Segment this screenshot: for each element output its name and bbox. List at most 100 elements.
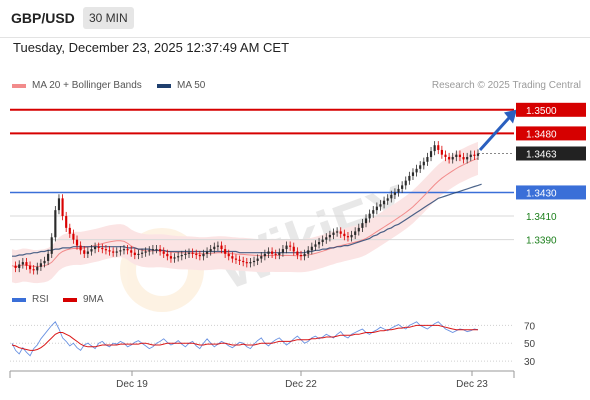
candle-body [336,231,339,233]
candle-body [448,157,451,160]
candle-body [108,250,111,252]
candle-body [364,218,368,224]
candle-body [61,198,64,217]
candle-body [191,252,194,254]
candle-body [36,266,39,271]
candle-body [433,145,436,152]
candle-body [133,252,136,256]
candle-body [238,259,241,261]
price-levels [10,108,514,241]
candle-body [169,256,173,259]
ma20-legend-label: MA 20 + Bollinger Bands [32,80,142,91]
candle-body [75,239,79,246]
candle-body [289,245,292,247]
candle-body [50,237,53,254]
candle-body [339,231,342,234]
candle-body [18,264,21,268]
candle-body [216,245,219,247]
candle-body [278,252,281,256]
candle-body [234,258,238,260]
timeframe-button[interactable]: 30 MIN [83,7,134,29]
candle-body [101,247,104,250]
ma50-swatch [157,83,171,88]
candle-body [372,210,375,214]
candle-body [451,157,454,160]
candle-body [65,216,68,228]
candle-body [458,154,462,158]
candle-body [281,249,285,253]
candle-body [137,253,140,256]
candle-body [187,252,191,254]
candle-body [252,260,256,263]
candle-body [122,249,126,251]
candle-body [325,237,328,240]
candle-body [130,250,133,253]
candle-body [242,260,245,263]
level-label-1.3480: 1.3480 [526,129,557,140]
candle-body [310,246,313,251]
candle-body [148,250,151,252]
level-label-1.3500: 1.3500 [526,106,557,117]
candle-body [28,265,32,270]
candle-body [267,251,270,254]
candle-body [307,250,310,254]
candle-body [476,153,480,156]
candle-body [245,262,248,264]
candle-body [104,249,107,251]
candle-body [440,149,443,155]
credit-text: Research © 2025 Trading Central [431,80,581,91]
candle-body [166,253,169,257]
level-label-1.3410: 1.3410 [526,212,557,223]
candle-body [94,246,97,250]
chart-header: GBP/USD 30 MIN [0,0,590,36]
rsi-tick-70: 70 [524,321,536,332]
datetime-label: Tuesday, December 23, 2025 12:37:49 AM C… [13,40,290,55]
ma9-swatch [63,297,77,302]
ma9-legend-label: 9MA [83,294,104,305]
candle-body [115,251,118,253]
candle-body [86,251,89,254]
candle-body [328,234,331,238]
symbol-label: GBP/USD [11,10,75,26]
time-tick-label-0: Dec 19 [116,379,148,390]
candle-body [202,253,205,257]
candle-body [79,245,82,251]
candle-body [140,252,144,254]
candle-body [162,251,165,254]
candle-body [54,210,57,238]
legend-ma50: MA 50 [157,80,205,91]
price-level-labels: 1.3500 1.3480 1.3463 1.3430 1.3410 1.3390 [516,102,586,247]
candle-body [209,249,212,252]
candle-body [260,256,263,259]
candle-body [386,198,389,201]
candle-body [205,251,209,254]
rsi-9ma-line [11,324,478,351]
header-divider [0,37,590,38]
candle-body [393,192,396,195]
candle-body [368,213,371,219]
candle-body [429,151,433,158]
bollinger-band-area [12,141,478,284]
candle-body [198,255,201,257]
candle-body [466,157,469,160]
candle-body [379,204,382,207]
candle-body [422,161,425,166]
candle-body [401,185,404,189]
candle-body [321,239,324,243]
candle-body [224,249,227,254]
candle-body [285,245,288,250]
candle-body [72,233,75,240]
candle-body [43,260,46,264]
candle-body [256,258,259,261]
candle-body [263,253,266,257]
candle-body [314,244,317,247]
candle-body [343,233,346,237]
candle-body [180,255,183,257]
candle-body [303,253,306,257]
candle-body [346,236,350,238]
level-tag-1.3430 [516,185,586,200]
level-tag-1.3480 [516,126,586,141]
legend-ma20: MA 20 + Bollinger Bands [12,80,142,91]
candle-body [415,168,418,173]
